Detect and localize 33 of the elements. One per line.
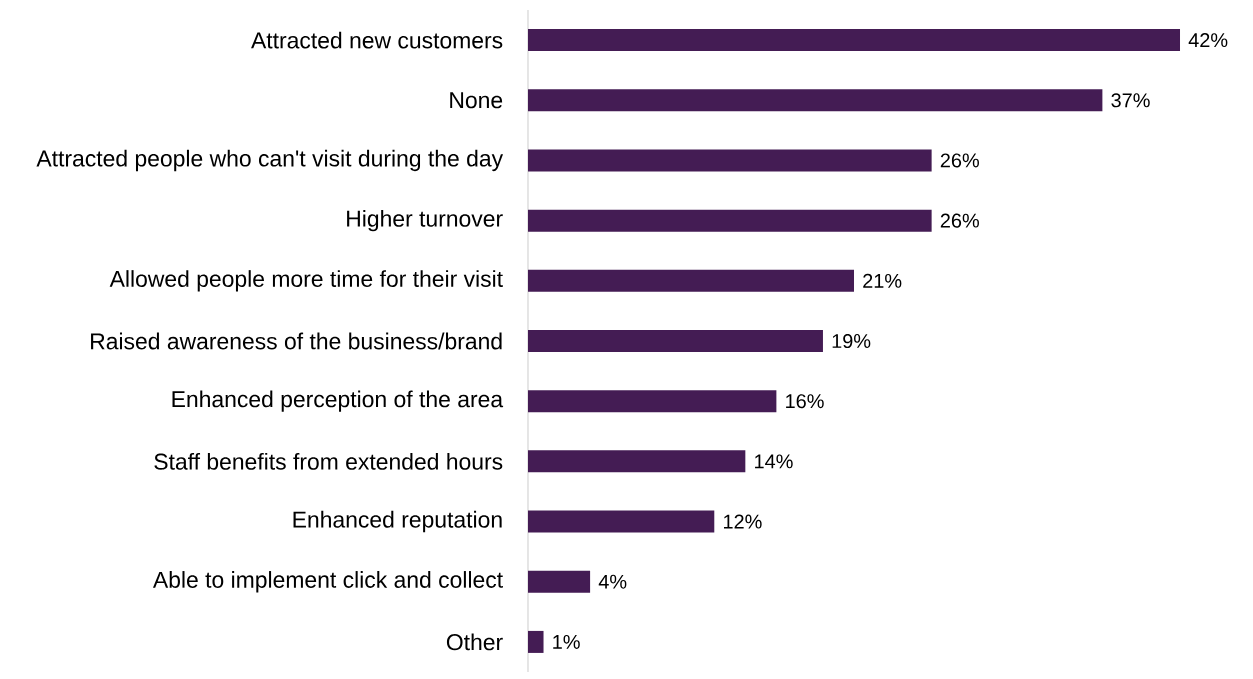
- y-tick-label: Enhanced perception of the area: [172, 390, 504, 412]
- y-tick-label: Allowed people more time for their visit: [109, 270, 503, 292]
- data-label: 4%: [598, 574, 627, 589]
- y-tick-label: Higher turnover: [347, 209, 503, 232]
- data-label: 37%: [1111, 93, 1150, 108]
- data-label: 42%: [1188, 33, 1228, 48]
- data-label: 26%: [940, 213, 979, 228]
- data-label: 19%: [832, 333, 871, 349]
- bar: [528, 149, 932, 172]
- bar: [528, 510, 715, 533]
- bar: [528, 269, 854, 292]
- bar: [528, 89, 1103, 112]
- bar: [528, 390, 777, 413]
- bar: [528, 630, 544, 653]
- y-tick-label: Attracted people who can't visit during the day: [36, 149, 504, 172]
- data-label: 1%: [553, 634, 580, 649]
- y-tick-label: Attracted new customers: [251, 31, 503, 49]
- data-label: 21%: [863, 273, 902, 288]
- bar: [528, 209, 932, 232]
- bar: [528, 450, 746, 473]
- bar: [528, 330, 823, 352]
- data-label: 26%: [940, 153, 979, 168]
- data-label: 16%: [786, 394, 824, 409]
- data-label: 14%: [755, 454, 793, 469]
- y-tick-label: Staff benefits from extended hours: [154, 452, 503, 470]
- bar: [528, 29, 1181, 52]
- data-label: 12%: [724, 514, 762, 529]
- y-tick-label: Enhanced reputation: [293, 510, 502, 533]
- y-tick-label: None: [450, 92, 503, 109]
- y-tick-label: Other: [446, 633, 503, 651]
- y-tick-label: Able to implement click and collect: [152, 571, 503, 593]
- y-tick-label: Raised awareness of the business/brand: [91, 332, 502, 350]
- bar: [528, 570, 591, 593]
